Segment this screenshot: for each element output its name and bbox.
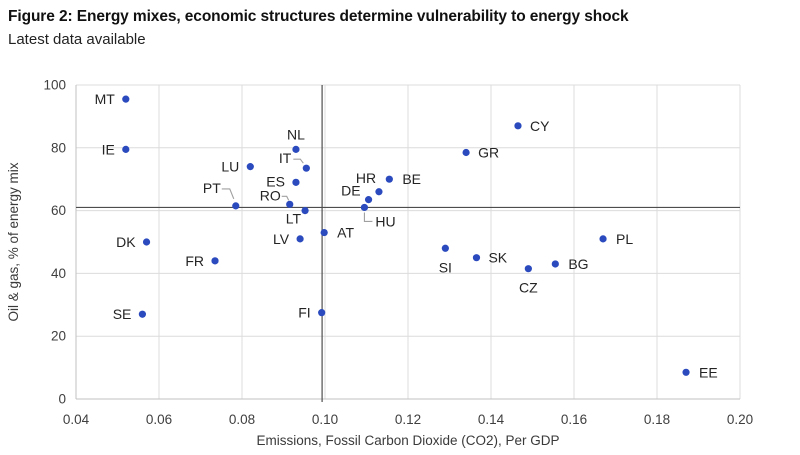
point-label-LU: LU [221, 159, 239, 175]
point-SI [441, 244, 449, 252]
point-label-SE: SE [113, 306, 132, 322]
point-NL [292, 145, 300, 153]
point-label-SK: SK [488, 250, 507, 266]
point-PT [232, 202, 240, 210]
point-label-PL: PL [616, 231, 633, 247]
x-tick-label: 0.04 [63, 412, 90, 427]
x-tick-label: 0.08 [229, 412, 255, 427]
point-label-RO: RO [260, 187, 281, 203]
figure-title: Figure 2: Energy mixes, economic structu… [8, 8, 629, 25]
point-CZ [524, 265, 532, 273]
point-label-DE: DE [341, 183, 360, 199]
point-BG [551, 260, 559, 268]
x-tick-label: 0.06 [146, 412, 172, 427]
point-EE [682, 368, 690, 376]
x-axis-title: Emissions, Fossil Carbon Dioxide (CO2), … [256, 433, 559, 448]
point-label-NL: NL [287, 126, 305, 142]
point-HR [375, 188, 383, 196]
leader-line-PT [221, 188, 235, 200]
y-tick-label: 60 [51, 203, 66, 218]
x-tick-label: 0.18 [644, 412, 670, 427]
point-label-EE: EE [699, 364, 718, 380]
point-LT [301, 207, 309, 215]
point-FI [318, 309, 326, 317]
point-label-IT: IT [279, 150, 292, 166]
leader-line-IT [293, 158, 304, 164]
point-GR [462, 148, 470, 157]
point-LU [246, 163, 254, 171]
point-CY [514, 122, 522, 130]
point-LV [296, 235, 304, 243]
point-label-BG: BG [568, 256, 588, 272]
point-MT [122, 95, 130, 103]
point-label-AT: AT [337, 225, 354, 241]
point-RO [286, 200, 294, 208]
x-tick-label: 0.20 [727, 412, 753, 427]
point-HU [360, 203, 369, 212]
point-SE [138, 310, 146, 318]
leader-line-HU [363, 212, 373, 223]
leader-line-RO [281, 195, 290, 201]
point-IT [302, 164, 310, 172]
y-tick-label: 100 [43, 78, 66, 93]
y-tick-label: 20 [51, 329, 66, 344]
point-BE [385, 175, 393, 183]
point-ES [292, 178, 300, 186]
point-PL [599, 235, 607, 243]
point-label-CY: CY [530, 118, 550, 134]
x-tick-label: 0.14 [478, 412, 505, 427]
x-tick-label: 0.16 [561, 412, 587, 427]
point-label-LV: LV [273, 231, 290, 247]
y-axis-title: Oil & gas, % of energy mix [6, 162, 21, 321]
y-tick-label: 0 [58, 392, 66, 407]
point-label-HR: HR [356, 170, 376, 186]
y-tick-label: 80 [51, 140, 66, 155]
point-FR [211, 257, 219, 265]
y-tick-label: 40 [51, 266, 66, 281]
point-label-BE: BE [402, 171, 421, 187]
point-DK [142, 238, 151, 246]
point-IE [122, 145, 130, 153]
point-label-GR: GR [478, 145, 499, 161]
point-label-HU: HU [375, 213, 395, 229]
point-label-SI: SI [439, 259, 452, 275]
point-label-ES: ES [266, 173, 285, 189]
point-label-DK: DK [116, 234, 136, 250]
figure-subtitle: Latest data available [8, 31, 146, 48]
x-tick-label: 0.10 [312, 412, 338, 427]
point-AT [320, 228, 328, 237]
point-label-IE: IE [102, 141, 115, 157]
point-label-MT: MT [95, 91, 116, 107]
point-label-FI: FI [298, 305, 310, 321]
point-label-LT: LT [286, 211, 302, 227]
x-tick-label: 0.12 [395, 412, 421, 427]
point-SK [472, 254, 481, 262]
point-label-FR: FR [185, 253, 204, 269]
point-label-CZ: CZ [519, 280, 538, 296]
point-DE [364, 196, 373, 204]
point-label-PT: PT [203, 180, 221, 196]
